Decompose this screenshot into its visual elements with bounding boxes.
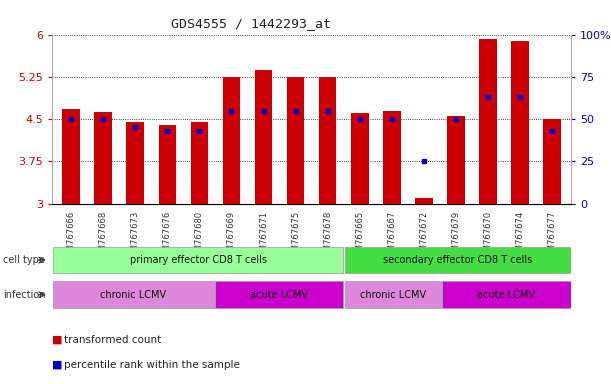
Text: transformed count: transformed count <box>64 335 161 345</box>
Bar <box>222 77 240 204</box>
Text: cell type: cell type <box>3 255 45 265</box>
Text: acute LCMV: acute LCMV <box>250 290 308 300</box>
Bar <box>383 111 401 204</box>
Bar <box>351 113 368 204</box>
Bar <box>345 247 571 273</box>
Text: ■: ■ <box>52 335 62 345</box>
Text: primary effector CD8 T cells: primary effector CD8 T cells <box>130 255 266 265</box>
Text: percentile rank within the sample: percentile rank within the sample <box>64 360 240 370</box>
Bar <box>479 38 497 204</box>
Text: chronic LCMV: chronic LCMV <box>360 290 426 300</box>
Bar <box>447 116 465 204</box>
Text: ■: ■ <box>52 360 62 370</box>
Bar <box>62 109 80 204</box>
Text: secondary effector CD8 T cells: secondary effector CD8 T cells <box>383 255 532 265</box>
Bar <box>126 122 144 204</box>
Text: infection: infection <box>3 290 46 300</box>
Bar <box>158 125 176 204</box>
Bar <box>255 70 273 204</box>
Text: acute LCMV: acute LCMV <box>477 290 535 300</box>
Text: chronic LCMV: chronic LCMV <box>100 290 166 300</box>
Bar <box>319 77 337 204</box>
Bar <box>53 247 343 273</box>
Bar <box>95 112 112 204</box>
Bar <box>415 198 433 204</box>
Bar <box>442 281 571 308</box>
Bar <box>215 281 343 308</box>
Bar <box>345 281 441 308</box>
Text: GDS4555 / 1442293_at: GDS4555 / 1442293_at <box>171 17 331 30</box>
Bar <box>191 122 208 204</box>
Bar <box>511 41 529 204</box>
Bar <box>53 281 214 308</box>
Bar <box>287 77 304 204</box>
Bar <box>543 119 561 204</box>
